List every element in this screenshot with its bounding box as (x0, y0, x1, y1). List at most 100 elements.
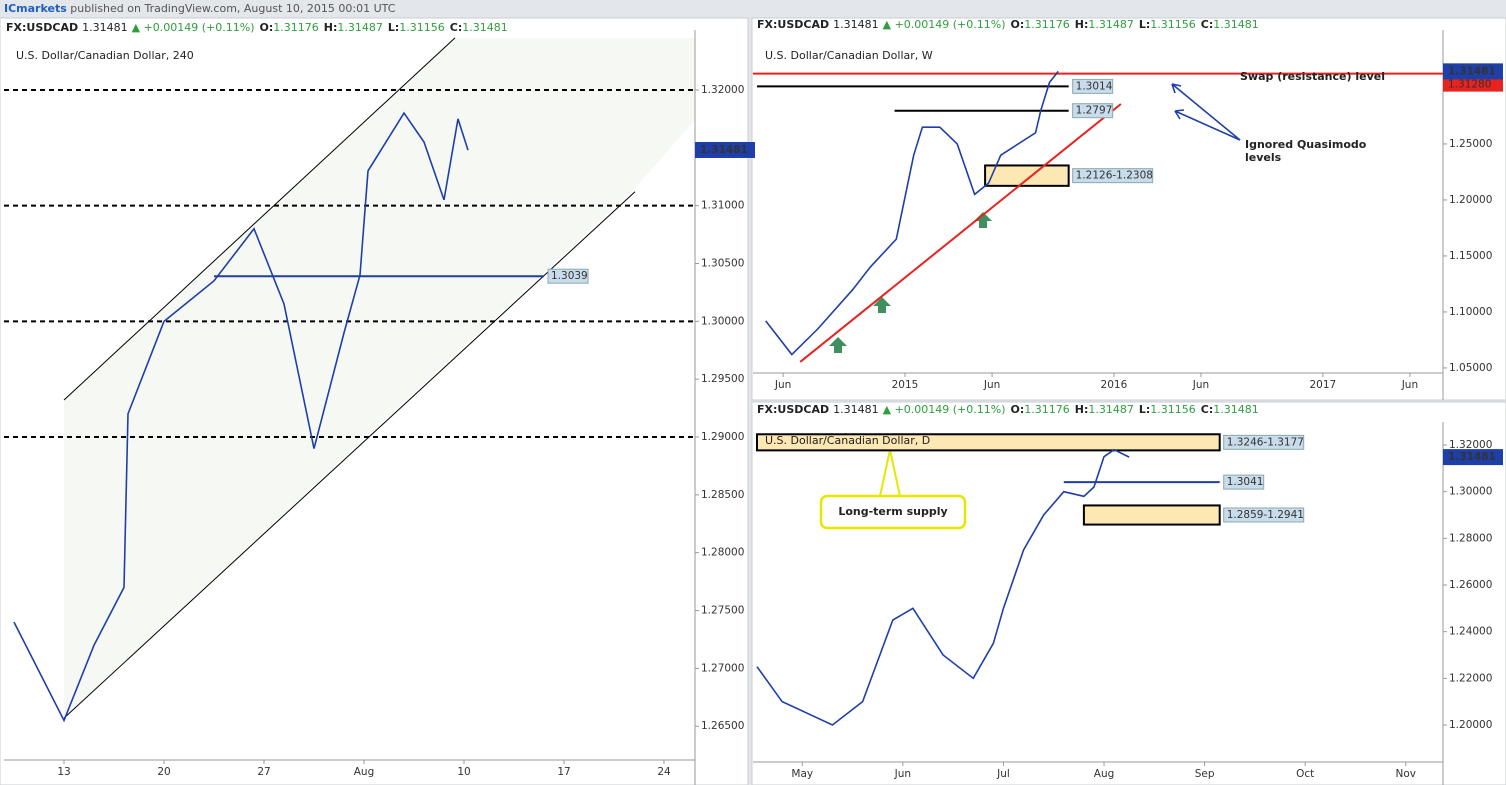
symbol: FX:USDCAD (6, 21, 78, 34)
ohlc-value: 1.31487 (337, 21, 383, 34)
axis-level-box (1443, 77, 1503, 92)
y-tick-label: 1.25000 (1449, 138, 1492, 150)
x-tick-label: 27 (257, 766, 270, 778)
price-label-box (695, 141, 755, 158)
y-tick-label: 1.30000 (701, 315, 744, 327)
x-tick-label: 2015 (892, 379, 919, 391)
zone (756, 433, 1221, 452)
ohlc-value: 1.31176 (1024, 403, 1070, 416)
zone (984, 164, 1070, 187)
price-label: 1.31481 (1448, 65, 1496, 77)
annotation-line: Swap (resistance) level (1240, 70, 1385, 83)
ohlc-value: 1.31156 (399, 21, 445, 34)
annotation-line: levels (1245, 151, 1282, 164)
last-price: 1.31481 (833, 403, 879, 416)
zone-label-box (1072, 168, 1154, 184)
x-tick-label: Aug (1094, 768, 1115, 780)
publisher: ICmarkets (4, 2, 67, 15)
ohlc-key: O: (1011, 403, 1025, 416)
ohlc-key: H: (324, 21, 338, 34)
price-line (765, 70, 1059, 356)
ohlc-key: C: (1201, 403, 1213, 416)
ohlc-value: 1.31176 (273, 21, 319, 34)
last-price: 1.31481 (82, 21, 128, 34)
x-tick-label: Jun (1401, 379, 1418, 391)
x-tick-label: Oct (1296, 768, 1314, 780)
zone (1082, 504, 1221, 526)
price-line (13, 111, 469, 723)
price-label-box (1443, 449, 1503, 466)
level-label: 1.2797 (1076, 105, 1113, 117)
change: ▲ +0.00149 (+0.11%) (883, 403, 1006, 416)
ohlc-value: 1.31156 (1150, 403, 1196, 416)
x-tick-label: 20 (157, 766, 170, 778)
panel-title: U.S. Dollar/Canadian Dollar, W (765, 49, 933, 62)
level-label-box (1072, 78, 1114, 94)
symbol: FX:USDCAD (757, 403, 829, 416)
ohlc-value: 1.31487 (1088, 18, 1134, 31)
zone-label: 1.3246-1.3177 (1227, 436, 1304, 448)
zone-label-box (1223, 434, 1305, 450)
y-tick-label: 1.32000 (701, 84, 744, 96)
x-tick-label: 2017 (1309, 379, 1336, 391)
y-tick-label: 1.10000 (1449, 306, 1492, 318)
x-tick-label: Jul (996, 768, 1010, 780)
ohlc-key: C: (450, 21, 462, 34)
banner-text: published on TradingView.com, August 10,… (70, 2, 395, 15)
change: ▲ +0.00149 (+0.11%) (883, 18, 1006, 31)
ohlc-key: L: (1139, 403, 1150, 416)
price-label: 1.31481 (700, 144, 748, 156)
x-tick-label: 10 (457, 766, 470, 778)
x-tick-label: Jun (774, 379, 791, 391)
ohlc-value: 1.31481 (462, 21, 508, 34)
x-tick-label: 13 (57, 766, 70, 778)
annotation: Swap (resistance) level (1240, 70, 1385, 83)
level-label: 1.3014 (1076, 80, 1113, 92)
symbol-header: FX:USDCAD 1.31481 ▲ +0.00149 (+0.11%) O: 1.3… (757, 18, 1259, 31)
panel-title: U.S. Dollar/Canadian Dollar, 240 (16, 49, 194, 62)
y-tick-label: 1.28000 (701, 547, 744, 559)
annotation-line: Ignored Quasimodo (1245, 138, 1367, 151)
y-tick-label: 1.15000 (1449, 250, 1492, 262)
annotation-box (819, 494, 967, 530)
y-tick-label: 1.28500 (701, 489, 744, 501)
symbol: FX:USDCAD (757, 18, 829, 31)
ohlc-key: L: (388, 21, 399, 34)
change: ▲ +0.00149 (+0.11%) (132, 21, 255, 34)
last-price: 1.31481 (833, 18, 879, 31)
ohlc-key: H: (1075, 18, 1089, 31)
zone-label: 1.2126-1.2308 (1076, 170, 1153, 182)
ohlc-value: 1.31481 (1213, 18, 1259, 31)
y-tick-label: 1.28000 (1449, 532, 1492, 544)
ohlc-key: H: (1075, 403, 1089, 416)
trendline (63, 191, 636, 719)
level-label-box (1072, 103, 1114, 119)
x-tick-label: 24 (657, 766, 671, 778)
ohlc-key: O: (1011, 18, 1025, 31)
channel-fill (64, 38, 695, 718)
x-tick-label: Jun (983, 379, 1000, 391)
level-label-box (1223, 474, 1265, 490)
y-tick-label: 1.29000 (701, 431, 744, 443)
arrows (1171, 83, 1241, 141)
trendline (799, 103, 1122, 363)
axis-level-label: 1.31280 (1448, 79, 1491, 91)
symbol-header: FX:USDCAD 1.31481 ▲ +0.00149 (+0.11%) O:1.3… (757, 403, 1259, 416)
x-tick-label: Jun (894, 768, 911, 780)
y-tick-label: 1.20000 (1449, 719, 1492, 731)
symbol-header: FX:USDCAD 1.31481 ▲ +0.00149 (+0.11%) O:1.3… (6, 21, 508, 34)
x-tick-label: Sep (1195, 768, 1215, 780)
ohlc-value: 1.31487 (1088, 403, 1134, 416)
y-tick-label: 1.26500 (701, 720, 744, 732)
x-tick-label: Aug (354, 766, 375, 778)
y-tick-label: 1.32000 (1449, 439, 1492, 451)
y-tick-label: 1.30500 (701, 257, 744, 269)
annotation: Long-term supply (838, 505, 947, 518)
level-label-box (547, 268, 589, 284)
banner: ICmarkets published on TradingView.com, … (4, 2, 396, 15)
price-label-box (1443, 63, 1503, 80)
ohlc-value: 1.31481 (1213, 403, 1259, 416)
callout-pointer (879, 449, 901, 497)
